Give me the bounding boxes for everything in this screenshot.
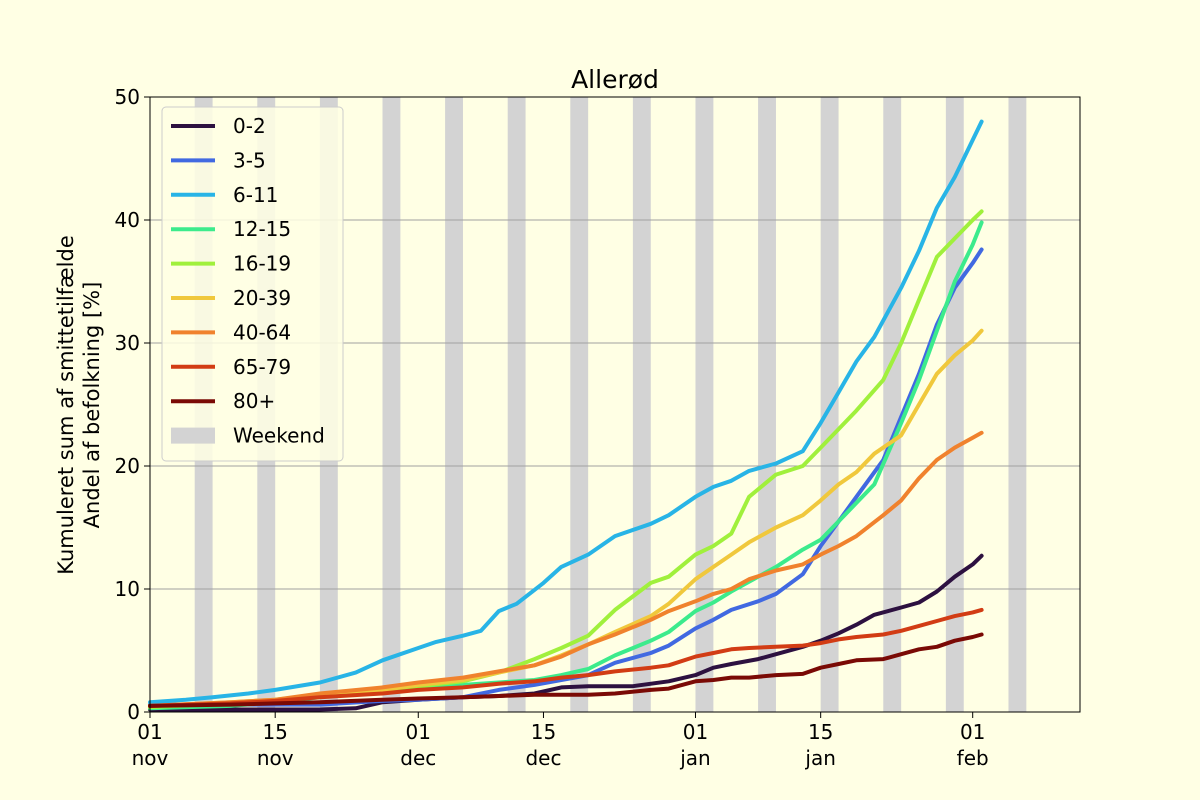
legend-label: 12-15 (233, 217, 291, 241)
x-tick-label-month: dec (400, 746, 436, 770)
weekend-band (382, 97, 401, 712)
weekend-band (695, 97, 714, 712)
x-tick-label-month: feb (957, 746, 989, 770)
legend-label: 80+ (233, 389, 275, 413)
series-line-80+ (148, 632, 984, 708)
weekend-band (883, 97, 902, 712)
weekend-band (570, 97, 589, 712)
y-tick-label: 30 (115, 331, 140, 355)
x-tick-label-day: 01 (406, 720, 431, 744)
legend-label: 65-79 (233, 355, 291, 379)
chart-title: Allerød (571, 65, 659, 94)
x-tick-label-month: nov (257, 746, 294, 770)
series-line-40-64 (148, 430, 984, 708)
weekend-band (945, 97, 964, 712)
weekend-band (445, 97, 463, 712)
x-tick-label-month: dec (525, 746, 561, 770)
legend-label: 20-39 (233, 286, 291, 310)
plot-frame (149, 96, 1081, 713)
x-tick-label-month: nov (132, 746, 169, 770)
x-tick-label-day: 15 (531, 720, 556, 744)
series-lines (148, 119, 984, 712)
legend-swatch-weekend (171, 427, 215, 444)
legend-label: Weekend (233, 424, 325, 448)
legend-label: 0-2 (233, 114, 266, 138)
x-tick-label-day: 15 (262, 720, 287, 744)
y-tick-label: 20 (115, 454, 140, 478)
series-line-20-39 (148, 328, 984, 708)
x-tick-label-day: 15 (808, 720, 833, 744)
legend-label: 40-64 (233, 320, 291, 344)
x-tick-label-day: 01 (683, 720, 708, 744)
y-axis-label-line2: Andel af befolkning [%] (80, 282, 104, 529)
x-tick-label-day: 01 (960, 720, 985, 744)
y-axis: 0 10 20 30 40 50 (115, 85, 150, 724)
y-tick-label: 50 (115, 85, 140, 109)
y-tick-label: 10 (115, 577, 140, 601)
weekend-band (758, 97, 776, 712)
x-tick-label-month: jan (804, 746, 836, 770)
series-line-6-11 (148, 119, 984, 705)
legend-label: 16-19 (233, 252, 291, 276)
y-tick-label: 40 (115, 208, 140, 232)
legend: 0-2 3-5 6-11 12-15 16-19 20-39 40-64 65-79 80+ We… (161, 106, 344, 462)
x-tick-label-day: 01 (137, 720, 162, 744)
weekend-band (507, 97, 526, 712)
legend-label: 3-5 (233, 148, 266, 172)
legend-label: 6-11 (233, 183, 278, 207)
x-tick-label-month: jan (679, 746, 711, 770)
weekend-band (1008, 97, 1027, 712)
series-line-65-79 (148, 607, 984, 708)
y-axis-label-line1: Kumuleret sum af smittetilfælde (54, 235, 78, 575)
y-tick-label: 0 (127, 700, 140, 724)
weekend-band (632, 97, 651, 712)
